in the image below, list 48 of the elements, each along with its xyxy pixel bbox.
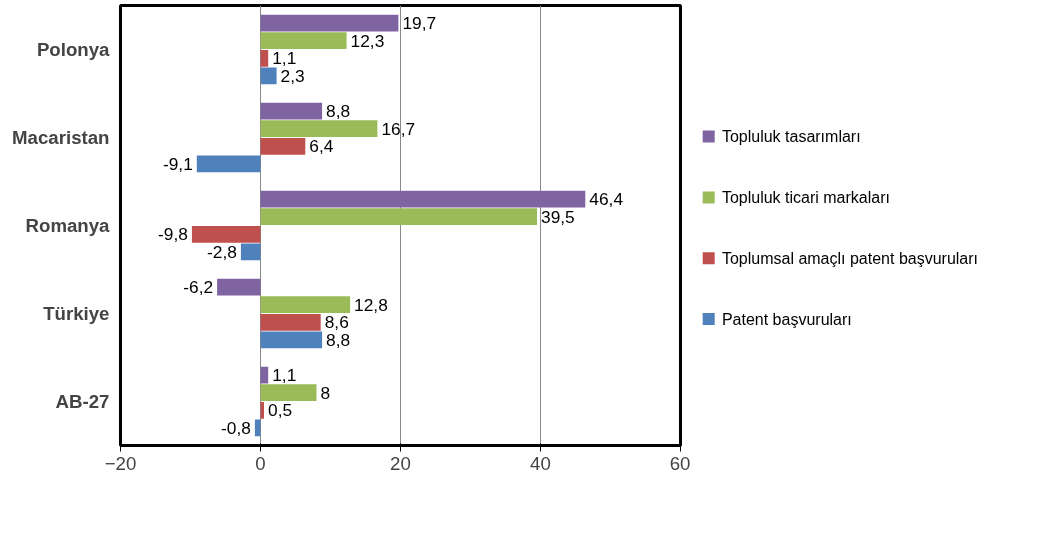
- bar: [260, 14, 399, 32]
- y-tick-label: Türkiye: [43, 303, 110, 324]
- x-tick-label: 60: [669, 452, 691, 474]
- bar: [260, 190, 586, 208]
- legend-label: Topluluk tasarımları: [721, 128, 861, 146]
- legend-label: Patent başvuruları: [721, 310, 852, 328]
- bar: [260, 313, 321, 331]
- data-label: 46,4: [589, 189, 624, 210]
- y-tick-label: AB-27: [55, 391, 110, 412]
- bar: [260, 67, 277, 85]
- bar: [260, 331, 323, 349]
- data-label: 19,7: [402, 13, 437, 34]
- bar: [260, 208, 537, 226]
- legend-label: Toplumsal amaçlı patent başvuruları: [721, 249, 979, 267]
- bar: [196, 155, 261, 173]
- data-label: -9,1: [162, 153, 193, 174]
- x-tick-label: 40: [530, 452, 551, 474]
- bar: [260, 102, 323, 120]
- data-label: -9,8: [158, 224, 188, 245]
- bar: [217, 278, 261, 296]
- data-label: -2,8: [207, 241, 237, 262]
- data-label: 12,8: [354, 294, 388, 315]
- bar: [191, 225, 261, 243]
- bar: [260, 32, 347, 50]
- bar: [240, 243, 261, 261]
- data-label: 16,7: [381, 118, 416, 139]
- data-label: 6,4: [309, 136, 334, 157]
- x-tick-label: 0: [255, 452, 266, 474]
- bar: [260, 137, 306, 155]
- bar: [260, 120, 378, 138]
- data-label: 8: [320, 382, 331, 403]
- bar: [260, 49, 269, 67]
- x-tick-label: 20: [390, 452, 411, 474]
- bar: [260, 296, 351, 314]
- data-label: -0,8: [221, 417, 251, 438]
- data-label: 0,5: [268, 400, 293, 421]
- y-tick-label: Romanya: [25, 215, 111, 236]
- y-tick-label: Macaristan: [12, 127, 110, 148]
- data-label: 8,8: [326, 101, 351, 122]
- y-tick-label: Polonya: [36, 39, 111, 60]
- bar: [254, 419, 261, 437]
- legend-label: Topluluk ticari markaları: [721, 188, 890, 206]
- bar: [260, 384, 317, 402]
- data-label: -6,2: [183, 277, 214, 298]
- data-label: 39,5: [541, 206, 575, 227]
- x-tick-label: −20: [104, 452, 137, 474]
- data-label: 1,1: [272, 365, 297, 386]
- data-label: 12,3: [350, 30, 385, 51]
